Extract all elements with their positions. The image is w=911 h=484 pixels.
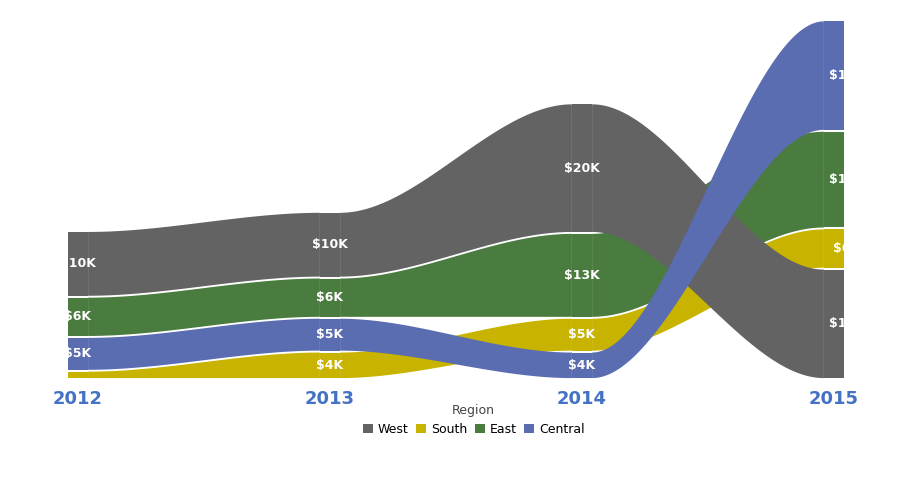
Bar — [823, 21, 844, 130]
Bar — [67, 338, 88, 370]
Polygon shape — [88, 278, 320, 336]
Bar — [67, 298, 88, 336]
Text: $10K: $10K — [312, 238, 348, 251]
Text: $6K: $6K — [316, 291, 343, 304]
Polygon shape — [340, 319, 571, 378]
Text: $4K: $4K — [316, 359, 343, 372]
Bar — [320, 213, 340, 277]
Bar — [571, 105, 591, 232]
Bar — [571, 234, 591, 317]
Bar — [823, 229, 844, 268]
Polygon shape — [88, 352, 320, 378]
Text: $13K: $13K — [564, 269, 599, 282]
Text: $5K: $5K — [568, 328, 595, 341]
Polygon shape — [88, 213, 320, 296]
Bar — [823, 270, 844, 378]
Text: $4K: $4K — [568, 359, 595, 372]
Text: $10K: $10K — [60, 257, 96, 271]
Legend: West, South, East, Central: West, South, East, Central — [357, 399, 589, 441]
Bar — [571, 352, 591, 378]
Text: $17K: $17K — [828, 318, 864, 331]
Bar — [571, 319, 591, 350]
Polygon shape — [340, 234, 571, 317]
Bar — [67, 372, 88, 378]
Bar — [823, 132, 844, 227]
Text: $20K: $20K — [563, 162, 599, 175]
Text: $17K: $17K — [828, 69, 864, 82]
Text: $5K: $5K — [316, 328, 343, 341]
Text: $15K: $15K — [828, 173, 864, 186]
Polygon shape — [591, 132, 823, 317]
Bar — [320, 278, 340, 317]
Text: 2014: 2014 — [557, 390, 607, 408]
Polygon shape — [340, 105, 571, 277]
Text: 2012: 2012 — [53, 390, 103, 408]
Bar — [67, 232, 88, 296]
Text: $6K: $6K — [832, 242, 859, 255]
Text: 2013: 2013 — [304, 390, 354, 408]
Bar — [320, 352, 340, 378]
Polygon shape — [591, 21, 823, 378]
Text: 2015: 2015 — [808, 390, 858, 408]
Text: $6K: $6K — [65, 310, 91, 323]
Polygon shape — [88, 319, 320, 370]
Polygon shape — [340, 319, 571, 378]
Polygon shape — [591, 105, 823, 378]
Text: $5K: $5K — [65, 348, 91, 360]
Polygon shape — [591, 229, 823, 350]
Bar — [320, 319, 340, 350]
